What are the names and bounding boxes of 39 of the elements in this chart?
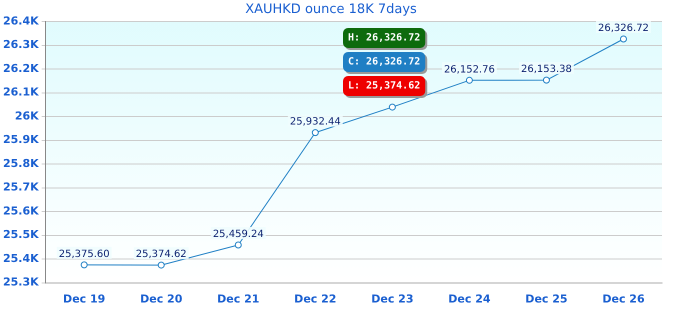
point bbox=[388, 104, 396, 111]
data-label: 26,326.72 bbox=[598, 23, 649, 34]
annotation: C: 26,326.72 bbox=[348, 56, 420, 68]
y-tick-label: 26.3K bbox=[2, 38, 40, 52]
y-tick-label: 25.9K bbox=[2, 133, 40, 146]
y-tick-label: 25.6K bbox=[2, 204, 40, 218]
y-tick-label: 25.5K bbox=[2, 228, 40, 242]
data-label: 25,459.24 bbox=[212, 228, 264, 240]
chart-title: XAUHKD ounce 18K 7days bbox=[245, 2, 418, 18]
y-tick-label: 26K bbox=[14, 109, 40, 122]
x-tick-label: Dec 25 bbox=[525, 292, 568, 306]
data-label: 25,375.60 bbox=[58, 248, 110, 260]
data-label: 25,374.62 bbox=[136, 249, 187, 260]
y-tick-label: 25.8K bbox=[2, 156, 40, 170]
x-tick-label: Dec 23 bbox=[371, 292, 414, 306]
x-tick-label: Dec 22 bbox=[294, 292, 336, 306]
point bbox=[158, 262, 165, 269]
point bbox=[234, 241, 242, 248]
y-tick-label: 25.4K bbox=[2, 252, 40, 265]
point bbox=[312, 129, 319, 136]
point bbox=[80, 261, 88, 268]
x-tick-label: Dec 24 bbox=[448, 292, 491, 306]
y-tick-label: 25.3K bbox=[2, 276, 40, 289]
annotation: H: 26,326.72 bbox=[348, 32, 420, 44]
x-tick-label: Dec 26 bbox=[602, 292, 645, 306]
y-tick-label: 26.2K bbox=[2, 62, 40, 75]
point bbox=[542, 76, 550, 84]
annotation: L: 25,374.62 bbox=[348, 80, 420, 92]
x-tick-label: Dec 21 bbox=[217, 292, 260, 306]
y-tick-label: 26.4K bbox=[2, 14, 40, 28]
point bbox=[466, 76, 473, 84]
data-label: 26,152.76 bbox=[444, 64, 495, 76]
y-tick-label: 26.1K bbox=[2, 86, 40, 99]
point bbox=[620, 36, 627, 42]
data-label: 26,153.38 bbox=[520, 64, 572, 76]
x-tick-label: Dec 19 bbox=[63, 292, 106, 306]
x-tick-label: Dec 20 bbox=[140, 292, 183, 306]
y-tick-label: 25.7K bbox=[2, 180, 40, 194]
data-label: 25,932.44 bbox=[290, 116, 341, 128]
